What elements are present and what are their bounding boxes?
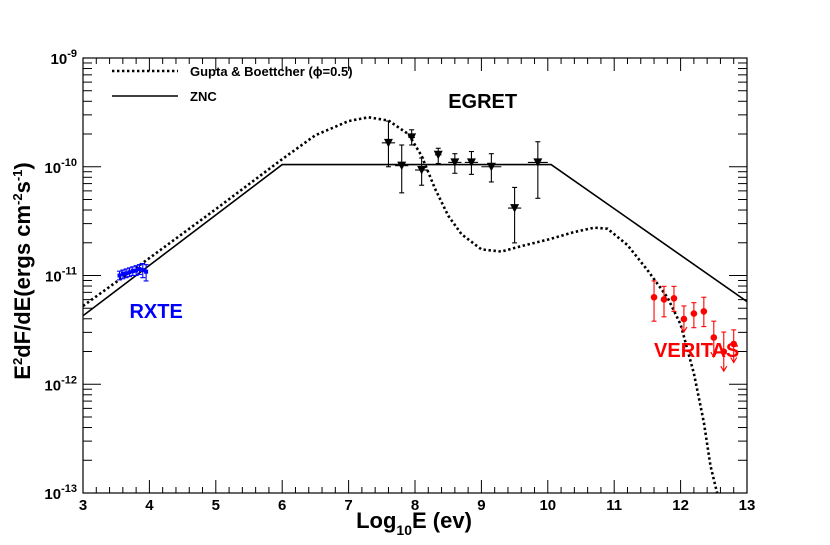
y-tick-label-exponent: -10 (61, 157, 77, 169)
veritas-upper-limit-arrow (680, 326, 688, 334)
dataset-label-veritas: VERITAS (654, 340, 739, 362)
rxte-point (144, 269, 149, 274)
x-tick-label: 13 (739, 497, 756, 514)
x-tick-label: 9 (477, 497, 485, 514)
x-tick-label: 7 (344, 497, 352, 514)
y-tick-label-base: 10 (44, 160, 61, 177)
legend-label-gupta: Gupta & Boettcher (ϕ=0.5) (190, 64, 353, 79)
y-tick-label-base: 10 (44, 486, 61, 503)
model-curve-znc (83, 163, 747, 317)
y-tick-label: 10-13 (44, 483, 77, 503)
x-axis-title: Log10E (ev) (356, 508, 472, 538)
veritas-point (650, 293, 658, 301)
y-tick-label-base: 10 (44, 377, 61, 394)
y-tick-label-base: 10 (45, 269, 62, 286)
egret-point (433, 150, 443, 160)
plot-frame (82, 57, 748, 494)
x-tick-label: 5 (212, 497, 220, 514)
x-tick-label: 12 (672, 497, 689, 514)
y-tick-label-exponent: -11 (62, 266, 77, 278)
x-tick-label: 8 (411, 497, 419, 514)
egret-point (383, 138, 393, 148)
rxte-point (120, 271, 125, 276)
egret-point (533, 158, 543, 167)
y-axis-title: E2dF/dE(ergs cm-2s-1) (10, 162, 35, 379)
egret-point (407, 133, 417, 142)
veritas-point (700, 308, 708, 315)
y-tick-label-base: 10 (51, 51, 68, 68)
dataset-veritas (650, 280, 738, 373)
dataset-rxte (117, 262, 149, 282)
y-tick-label-exponent: -9 (67, 48, 77, 60)
y-tick-label-exponent: -12 (61, 374, 77, 386)
x-tick-label: 6 (278, 497, 286, 514)
egret-point (417, 166, 427, 175)
y-tick-label: 10-11 (45, 266, 77, 286)
veritas-point (690, 310, 698, 317)
egret-point (466, 158, 476, 167)
veritas-point (710, 334, 718, 341)
y-tick-label: 10-12 (44, 374, 77, 394)
egret-point (450, 158, 460, 167)
rxte-point (134, 268, 139, 273)
veritas-upper-limit-arrow (710, 351, 718, 359)
dataset-label-rxte: RXTE (129, 301, 182, 323)
veritas-upper-limit-arrow (720, 365, 728, 373)
egret-point (486, 162, 496, 172)
y-tick-label: 10-10 (44, 157, 77, 177)
veritas-upper-limit-arrow (730, 357, 738, 364)
rxte-point (137, 266, 142, 271)
rxte-point (124, 271, 129, 276)
veritas-point (680, 315, 688, 323)
veritas-point (730, 340, 738, 348)
veritas-point (660, 296, 668, 303)
rxte-point (140, 268, 145, 273)
rxte-point (130, 269, 135, 274)
egret-point (510, 204, 520, 213)
veritas-point (670, 295, 678, 302)
model-curve-gupta-boettcher (83, 115, 719, 493)
y-tick-label-exponent: -13 (61, 483, 77, 495)
rxte-point (127, 270, 132, 275)
veritas-point (720, 348, 728, 355)
legend: Gupta & Boettcher (ϕ=0.5) ZNC (112, 64, 353, 104)
dataset-label-egret: EGRET (448, 91, 517, 113)
rxte-point (117, 273, 122, 278)
x-tick-label: 10 (539, 497, 556, 514)
x-tick-label: 11 (606, 497, 622, 514)
x-tick-label: 3 (79, 497, 87, 514)
egret-point (397, 161, 407, 171)
y-tick-label: 10-9 (51, 48, 77, 68)
legend-label-znc: ZNC (190, 89, 217, 104)
plot-layer: RXTE EGRET VERITAS (83, 91, 747, 493)
dataset-egret (381, 120, 548, 244)
x-tick-label: 4 (145, 497, 154, 514)
